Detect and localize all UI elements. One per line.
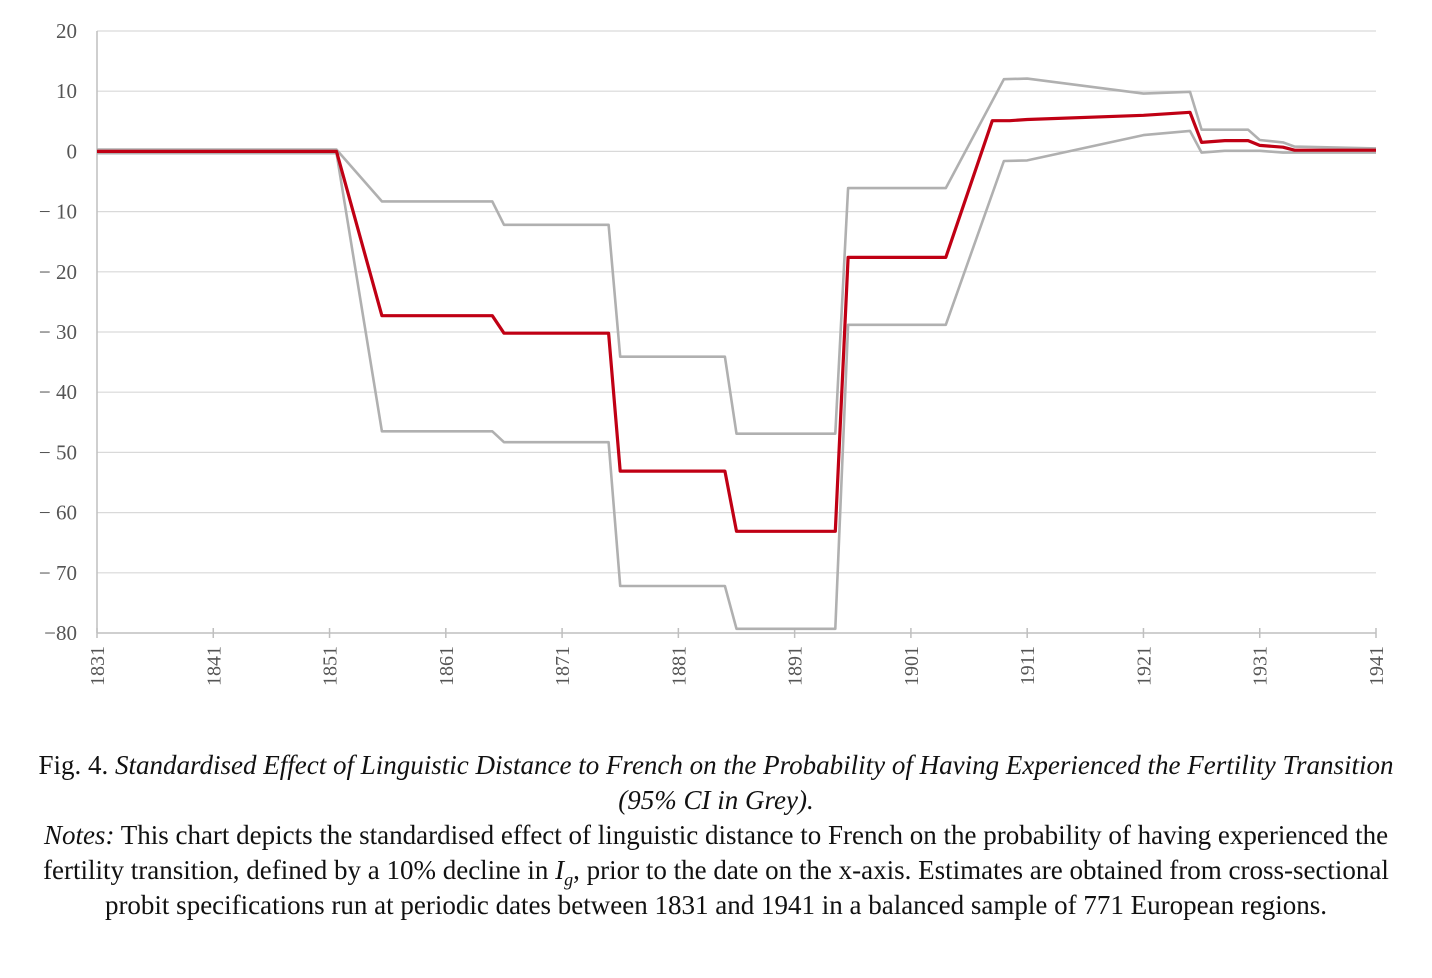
axes <box>96 31 1377 638</box>
y-tick-label: − 70 <box>39 561 77 585</box>
figure-title: Standardised Effect of Linguistic Distan… <box>114 750 1394 815</box>
series-line-ci-lower <box>97 129 1376 631</box>
notes-label: Notes: <box>43 820 115 850</box>
y-tick-label: − 20 <box>39 260 77 284</box>
y-tick-label: − 30 <box>39 320 77 344</box>
figure-caption: Fig. 4. Standardised Effect of Linguisti… <box>30 748 1402 923</box>
chart-area: 20 10 0 − 10 − 20 − 30 − 40 − 50 − 60 − 70 −80 1831… <box>39 19 1388 686</box>
x-tick-label: 1931 <box>1250 646 1272 686</box>
y-tick-label: − 40 <box>39 380 77 404</box>
x-tick-label: 1921 <box>1133 646 1155 686</box>
x-tick-label: 1841 <box>203 646 225 686</box>
x-tick-label: 1861 <box>436 646 458 686</box>
y-tick-label: − 10 <box>39 200 77 224</box>
notes-variable-subscript: g <box>564 869 574 890</box>
notes-variable-symbol: I <box>555 855 565 885</box>
series-line-estimate <box>97 110 1376 533</box>
x-tick-label: 1911 <box>1017 646 1039 685</box>
y-tick-label: 0 <box>67 139 78 163</box>
y-tick-label: − 50 <box>39 440 77 464</box>
x-tick-label: 1941 <box>1366 646 1388 686</box>
x-tick-label: 1871 <box>552 646 574 686</box>
caption-title-paragraph: Fig. 4. Standardised Effect of Linguisti… <box>30 748 1402 818</box>
x-tick-label: 1901 <box>901 646 923 686</box>
notes-text-part-2: , prior to the date on the x-axis. Estim… <box>104 855 1389 920</box>
x-tick-label: 1891 <box>785 646 807 686</box>
caption-notes-paragraph: Notes: This chart depicts the standardis… <box>30 818 1402 923</box>
notes-text-part-1: This chart depicts the standardised effe… <box>43 820 1389 885</box>
x-tick-label: 1881 <box>668 646 690 686</box>
series-line-ci-upper <box>97 77 1377 435</box>
figure-label: Fig. 4. <box>38 750 109 780</box>
y-tick-label: 20 <box>56 19 77 43</box>
y-tick-label: 10 <box>56 79 77 103</box>
line-chart: 20 10 0 − 10 − 20 − 30 − 40 − 50 − 60 − 70 −80 1831… <box>39 19 1388 686</box>
notes-variable: Ig <box>555 855 573 888</box>
y-tick-label: − 60 <box>39 501 77 525</box>
y-tick-label: −80 <box>44 621 77 645</box>
x-tick-label: 1831 <box>87 646 109 686</box>
tick-labels: 20 10 0 − 10 − 20 − 30 − 40 − 50 − 60 − 70 −80 1831… <box>39 19 1388 686</box>
x-tick-label: 1851 <box>320 646 342 686</box>
series-lines <box>97 77 1377 631</box>
